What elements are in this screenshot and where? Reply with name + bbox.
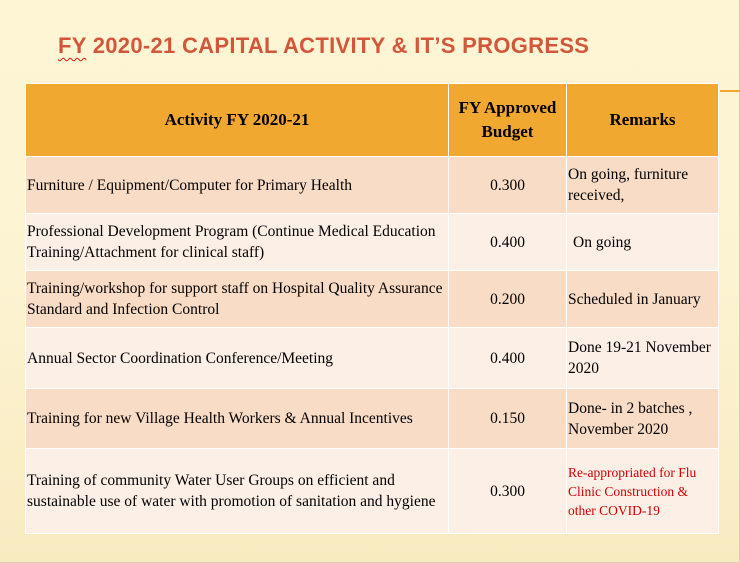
- header-remarks: Remarks: [566, 83, 719, 157]
- activity-cell: Professional Development Program (Contin…: [25, 213, 449, 271]
- table-row: Furniture / Equipment/Computer for Prima…: [25, 156, 719, 214]
- budget-cell: 0.400: [448, 213, 567, 271]
- budget-cell: 0.300: [448, 448, 567, 534]
- remarks-cell: Done- in 2 batches , November 2020: [566, 388, 719, 449]
- activity-cell: Training/workshop for support staff on H…: [25, 270, 449, 328]
- remarks-cell: On going, furniture received,: [566, 156, 719, 214]
- title-fy: FY: [58, 33, 87, 58]
- remarks-cell: On going: [566, 213, 719, 271]
- capital-activity-table: Activity FY 2020-21 FY Approved Budget Re…: [25, 83, 719, 534]
- header-budget-line1: FY Approved: [458, 98, 557, 117]
- budget-cell: 0.200: [448, 270, 567, 328]
- table-row: Annual Sector Coordination Conference/Me…: [25, 327, 719, 389]
- header-budget: FY Approved Budget: [448, 83, 567, 157]
- table-header-row: Activity FY 2020-21 FY Approved Budget Re…: [25, 83, 719, 157]
- activity-cell: Training for new Village Health Workers …: [25, 388, 449, 449]
- accent-line: [720, 90, 740, 92]
- table-row: Training/workshop for support staff on H…: [25, 270, 719, 328]
- activity-cell: Training of community Water User Groups …: [25, 448, 449, 534]
- remarks-cell-alert: Re-appropriated for Flu Clinic Construct…: [566, 448, 719, 534]
- table-row: Training of community Water User Groups …: [25, 448, 719, 534]
- activity-cell: Annual Sector Coordination Conference/Me…: [25, 327, 449, 389]
- budget-cell: 0.400: [448, 327, 567, 389]
- budget-cell: 0.150: [448, 388, 567, 449]
- remarks-cell: Done 19-21 November 2020: [566, 327, 719, 389]
- table-row: Professional Development Program (Contin…: [25, 213, 719, 271]
- budget-cell: 0.300: [448, 156, 567, 214]
- header-activity: Activity FY 2020-21: [25, 83, 449, 157]
- header-budget-line2: Budget: [481, 122, 534, 141]
- table-row: Training for new Village Health Workers …: [25, 388, 719, 449]
- remarks-cell: Scheduled in January: [566, 270, 719, 328]
- activity-cell: Furniture / Equipment/Computer for Prima…: [25, 156, 449, 214]
- slide-title: FY 2020-21 CAPITAL ACTIVITY & IT’S PROGR…: [58, 33, 589, 59]
- title-text: 2020-21 CAPITAL ACTIVITY & IT’S PROGRESS: [86, 33, 590, 58]
